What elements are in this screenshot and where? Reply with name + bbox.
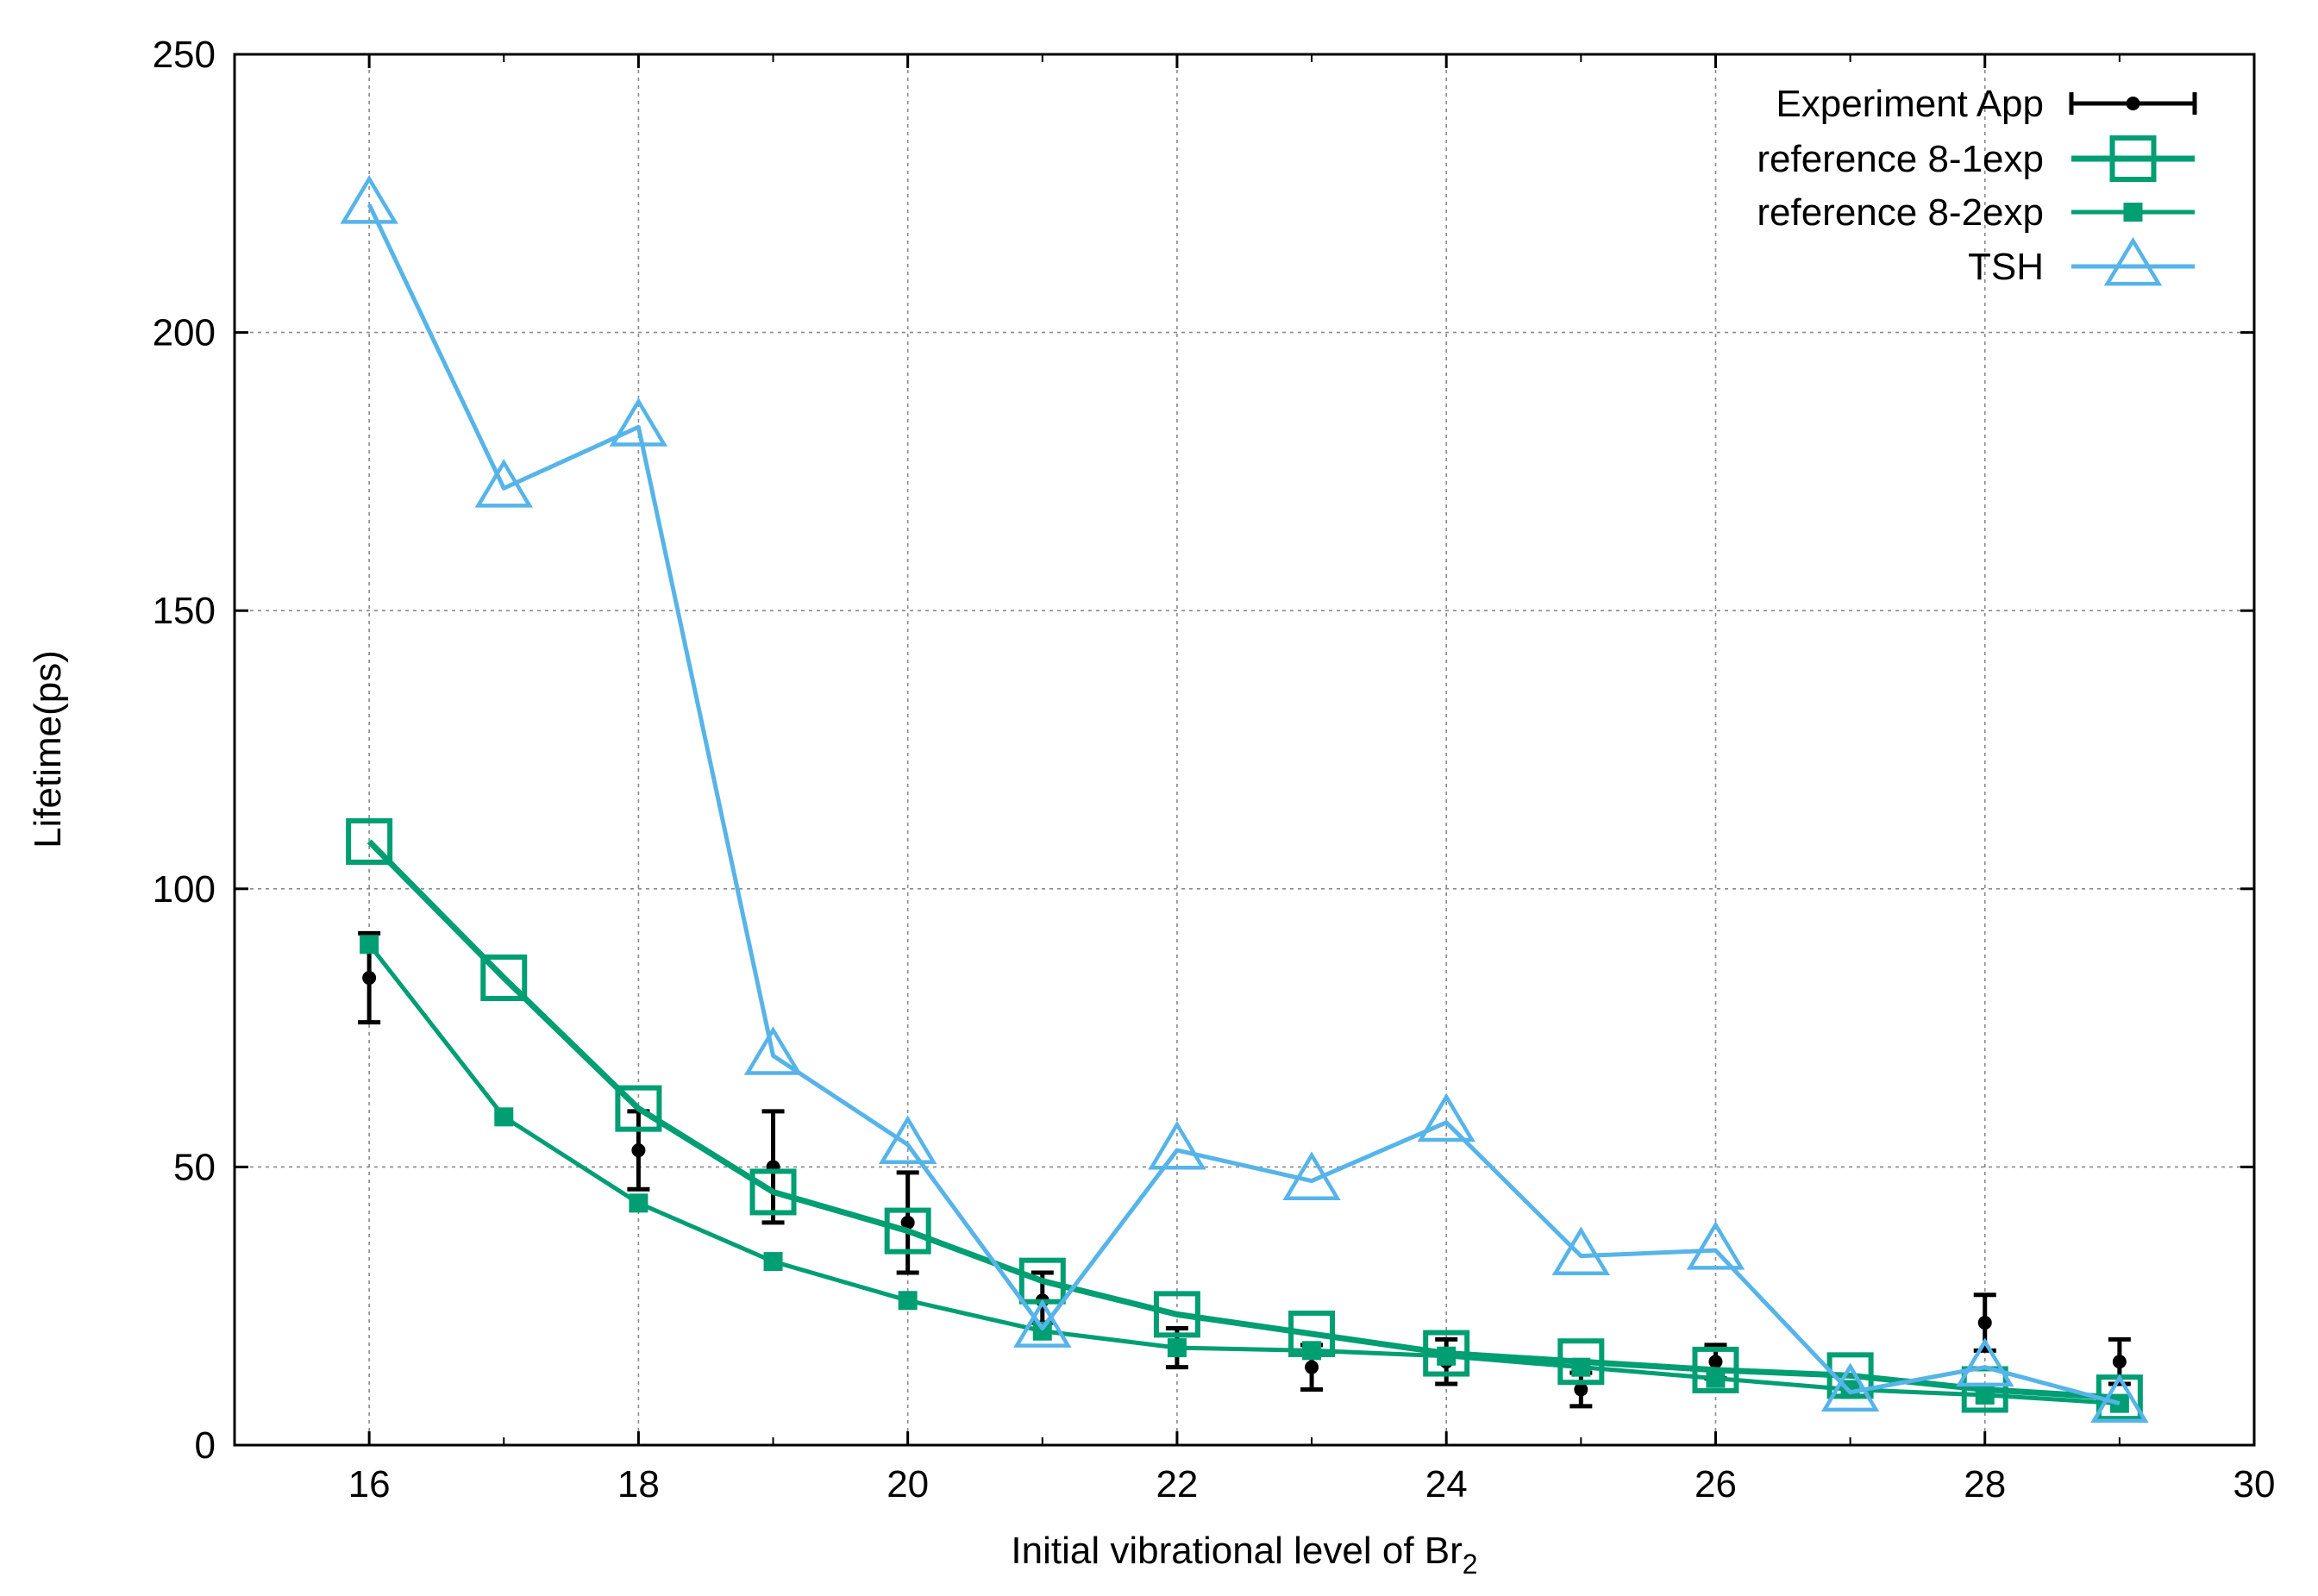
experiment-point-marker	[2112, 1355, 2127, 1369]
experiment-point-marker	[2126, 97, 2140, 110]
open-triangle-marker	[878, 1115, 937, 1165]
x-tick-label: 30	[2233, 1463, 2276, 1505]
filled-square-marker	[898, 1291, 918, 1311]
open-square-marker	[346, 817, 393, 865]
x-tick-label: 20	[886, 1463, 929, 1505]
experiment-point-marker	[1305, 1360, 1319, 1374]
series-experiment-app	[358, 930, 2131, 1409]
reference-8-2exp-line	[367, 942, 2121, 1406]
filled-square-marker	[1302, 1341, 1322, 1361]
x-tick-label: 18	[617, 1463, 660, 1505]
open-triangle-marker	[1686, 1221, 1745, 1270]
open-square-marker	[1423, 1330, 1470, 1377]
series-reference-8-1exp	[346, 817, 2143, 1422]
open-square-marker	[884, 1207, 931, 1255]
open-triangle-marker	[1956, 1337, 2014, 1387]
x-tick-label: 22	[1156, 1463, 1198, 1505]
open-triangle-marker	[1820, 1362, 1880, 1412]
x-axis-title: Initial vibrational level of Br2	[1011, 1530, 1477, 1580]
legend-label: Experiment App	[1776, 83, 2044, 125]
open-triangle-marker	[1417, 1092, 1475, 1142]
legend-item: Experiment App	[1776, 83, 2197, 125]
axis-ticks: 16 18 20 22 24 26 28 30 0 50 100 150 200 250	[153, 34, 2276, 1505]
open-triangle-marker	[474, 459, 533, 508]
y-tick-label: 100	[153, 868, 216, 911]
open-square-marker	[1288, 1310, 1336, 1357]
y-tick-label: 0	[195, 1424, 216, 1467]
filled-square-marker	[494, 1107, 514, 1127]
experiment-point-marker	[1574, 1382, 1588, 1397]
open-square-marker	[480, 954, 528, 1002]
open-triangle-marker	[1282, 1151, 1341, 1200]
x-tick-label: 24	[1425, 1463, 1468, 1505]
open-square-marker	[615, 1085, 662, 1132]
open-triangle-marker	[2090, 1374, 2149, 1424]
experiment-point-marker	[1977, 1316, 1992, 1330]
legend-item: reference 8-1exp	[1757, 135, 2195, 182]
legend-label: reference 8-1exp	[1757, 138, 2044, 180]
legend: Experiment App reference 8-1exp reference …	[1757, 83, 2197, 288]
open-triangle-marker	[1013, 1299, 1072, 1348]
open-square-marker	[1153, 1291, 1200, 1338]
tsh-line	[366, 203, 2121, 1406]
series-layer	[340, 175, 2149, 1424]
series-reference-8-2exp	[360, 935, 2129, 1413]
open-triangle-marker	[340, 175, 398, 224]
y-tick-label: 150	[153, 590, 216, 632]
x-tick-label: 28	[1964, 1463, 2006, 1505]
open-triangle-marker	[609, 397, 668, 447]
y-tick-label: 200	[153, 312, 216, 354]
experiment-point-marker	[1708, 1355, 1723, 1369]
legend-label: reference 8-2exp	[1757, 191, 2044, 234]
open-triangle-marker	[1551, 1226, 1611, 1276]
open-square-marker	[1826, 1352, 1874, 1399]
plot-frame	[233, 53, 2256, 1447]
filled-square-marker	[360, 935, 379, 954]
open-square-marker	[749, 1168, 797, 1216]
open-triangle-marker	[743, 1026, 803, 1075]
experiment-point-marker	[362, 971, 377, 986]
reference-8-1exp-line	[366, 839, 2121, 1401]
experiment-point-marker	[631, 1143, 646, 1158]
x-axis-title-subscript: 2	[1463, 1549, 1478, 1580]
filled-square-marker	[763, 1252, 783, 1272]
filled-square-marker	[2123, 203, 2143, 222]
y-tick-label: 250	[153, 34, 216, 76]
open-triangle-marker	[2103, 236, 2163, 286]
experiment-point-marker	[900, 1215, 915, 1230]
x-tick-label: 26	[1695, 1463, 1737, 1505]
x-tick-label: 16	[348, 1463, 391, 1505]
series-tsh	[340, 175, 2149, 1424]
legend-item: reference 8-2exp	[1757, 191, 2195, 234]
open-triangle-marker	[1148, 1120, 1206, 1170]
grid-lines	[235, 54, 2254, 1445]
legend-label: TSH	[1968, 246, 2044, 288]
filled-square-marker	[629, 1193, 648, 1213]
legend-item: TSH	[1968, 236, 2195, 288]
y-axis-title: Lifetime(ps)	[27, 650, 69, 848]
filled-square-marker	[1706, 1368, 1726, 1388]
filled-square-marker	[1167, 1338, 1187, 1358]
open-square-marker	[2109, 135, 2157, 182]
filled-square-marker	[1032, 1321, 1052, 1341]
x-axis-title-main: Initial vibrational level of Br	[1011, 1530, 1462, 1572]
y-tick-label: 50	[173, 1146, 216, 1188]
open-square-marker	[1557, 1338, 1605, 1386]
open-square-marker	[1692, 1346, 1739, 1393]
